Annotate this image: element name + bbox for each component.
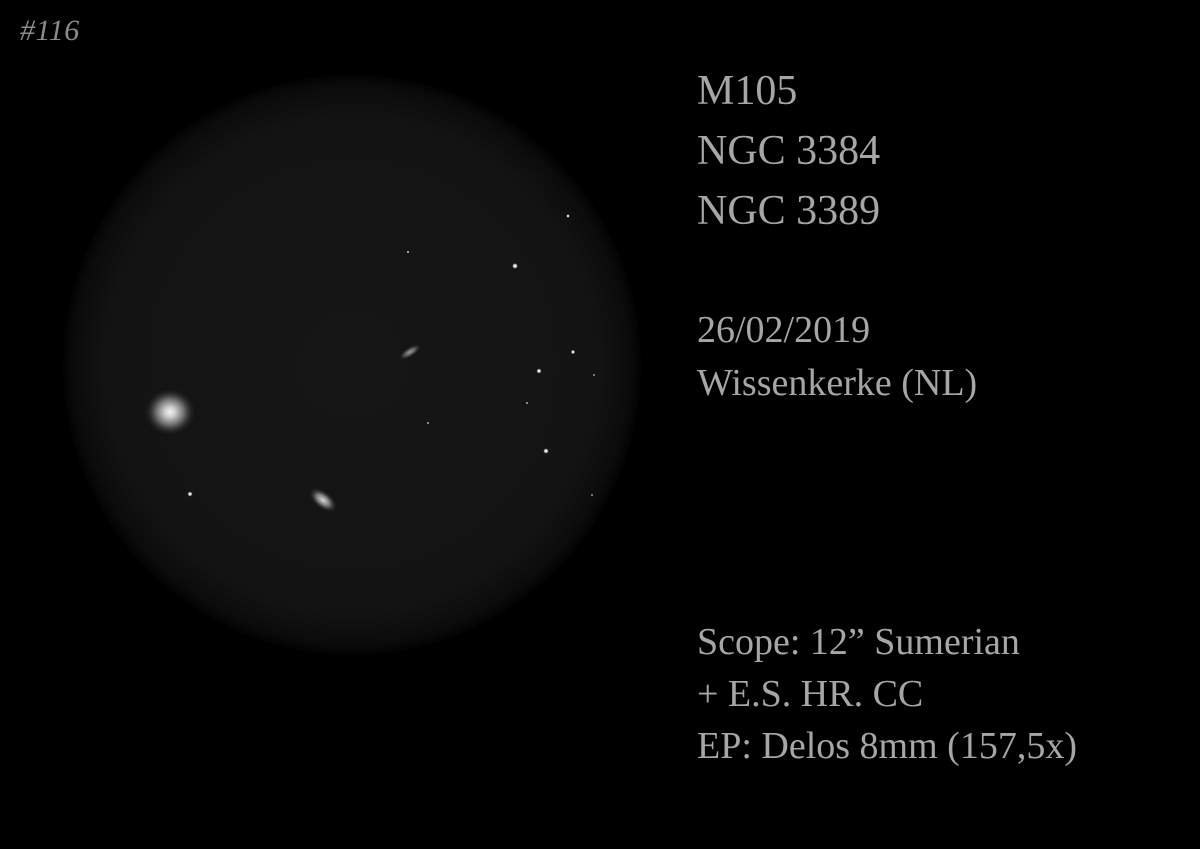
galaxy-m105 [144, 388, 196, 436]
observation-location: Wissenkerke (NL) [697, 362, 978, 404]
star [566, 214, 570, 218]
object-name-ngc-3389: NGC 3389 [697, 188, 881, 234]
galaxy-ngc-3384 [308, 487, 338, 513]
star [426, 421, 430, 425]
observation-details: 26/02/2019 Wissenkerke (NL) [697, 304, 977, 410]
sketch-number: #116 [20, 14, 80, 47]
observation-date: 26/02/2019 [697, 309, 871, 351]
object-name-ngc-3384: NGC 3384 [697, 128, 881, 174]
galaxy-ngc-3389 [398, 343, 422, 361]
star [590, 493, 594, 497]
star [187, 491, 193, 497]
star [570, 349, 576, 355]
eyepiece-label: EP: Delos 8mm (157,5x) [697, 725, 1077, 767]
star [525, 401, 529, 405]
accessory-label: + E.S. HR. CC [697, 673, 924, 715]
star [543, 448, 549, 454]
star [536, 368, 542, 374]
field-circle [63, 75, 641, 655]
star [592, 373, 596, 377]
equipment-details: Scope: 12” Sumerian + E.S. HR. CC EP: De… [697, 616, 1077, 772]
scope-label: Scope: 12” Sumerian [697, 621, 1020, 663]
star [406, 250, 410, 254]
object-list: M105 NGC 3384 NGC 3389 [697, 61, 880, 241]
star [511, 262, 519, 270]
object-name-m105: M105 [697, 68, 798, 114]
